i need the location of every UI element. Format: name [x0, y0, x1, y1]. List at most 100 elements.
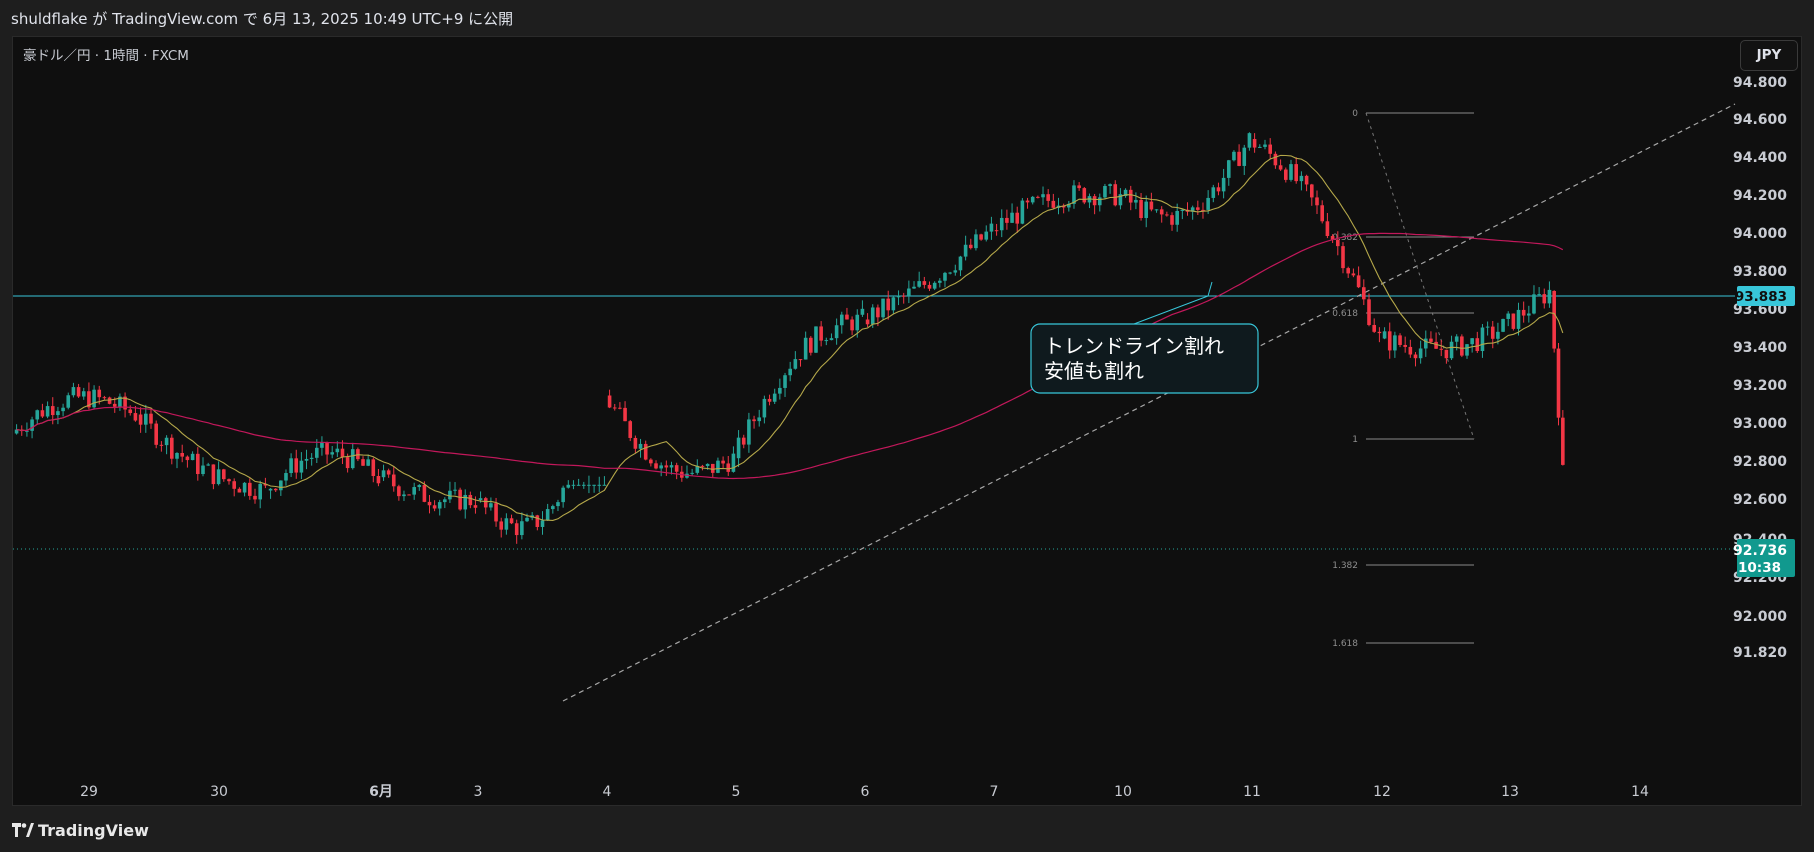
candle-body [294, 458, 299, 473]
candle-body [201, 465, 205, 475]
candle-body [788, 368, 792, 376]
candle-body [1398, 335, 1402, 345]
candle-body [107, 397, 112, 404]
candle-body [289, 458, 293, 474]
candle-body [1294, 164, 1298, 182]
candle-body [1005, 217, 1009, 223]
candle-body [468, 494, 473, 506]
candle-body [1041, 194, 1045, 198]
candle-body [1067, 203, 1071, 208]
candle-body [268, 488, 273, 491]
candle-body [489, 503, 493, 508]
candle-body [45, 406, 50, 417]
candle-body [284, 473, 288, 481]
candle-body [576, 484, 581, 486]
candle-body [1258, 146, 1262, 148]
candle-body [948, 272, 952, 274]
candle-body [1444, 349, 1449, 359]
candle-body [128, 409, 133, 414]
candle-body [1015, 212, 1020, 224]
y-tick-label: 93.000 [1733, 416, 1787, 432]
candle-body [227, 479, 231, 482]
candle-body [824, 340, 829, 342]
candle-body [1036, 196, 1040, 198]
candle-body [56, 411, 60, 416]
annotation-line2: 安値も割れ [1044, 359, 1144, 383]
candle-body [432, 505, 437, 509]
candle-body [1362, 287, 1366, 300]
y-tick-label: 91.820 [1733, 645, 1787, 661]
x-tick-label: 6 [861, 784, 870, 800]
candle-body [350, 449, 355, 469]
candle-body [149, 413, 153, 424]
currency-button[interactable]: JPY [1740, 40, 1798, 71]
candle-body [263, 483, 268, 486]
x-tick-label: 11 [1243, 784, 1261, 800]
candle-body [912, 286, 916, 289]
candle-body [1113, 184, 1118, 206]
candle-body [612, 407, 617, 409]
candle-body [839, 314, 844, 326]
chart-frame[interactable] [12, 36, 1802, 806]
candle-body [896, 295, 901, 298]
candle-body [30, 419, 34, 431]
x-tick-label: 6月 [369, 784, 393, 800]
candle-body [473, 505, 478, 508]
candle-body [1561, 417, 1565, 465]
candle-body [1082, 188, 1087, 203]
candle-body [216, 469, 221, 485]
candle-body [943, 272, 947, 281]
candle-body [1092, 196, 1097, 206]
candle-body [407, 494, 411, 496]
candle-body [721, 460, 725, 464]
candle-body [138, 414, 143, 425]
candle-body [1537, 294, 1541, 296]
candle-body [984, 231, 989, 240]
candle-body [968, 244, 973, 249]
candle-body [736, 437, 741, 459]
candle-body [1434, 341, 1438, 349]
candle-body [654, 463, 658, 469]
candle-body [741, 437, 746, 445]
candle-body [1190, 207, 1195, 212]
candle-body [917, 281, 921, 287]
candle-body [50, 406, 55, 416]
candle-body [320, 442, 324, 448]
candle-body [170, 437, 174, 459]
y-tick-label: 94.800 [1733, 75, 1787, 91]
candle-body [1149, 201, 1154, 210]
candle-body [330, 452, 335, 455]
candle-body [1506, 313, 1511, 319]
candle-body [1527, 313, 1531, 316]
tradingview-logo[interactable]: TradingView [12, 818, 149, 842]
candle-body [381, 470, 386, 478]
candle-body [509, 518, 514, 524]
candle-body [1299, 175, 1304, 182]
candle-body [1387, 331, 1392, 351]
candle-body [1159, 209, 1164, 215]
candle-body [1429, 338, 1433, 342]
candle-body [40, 410, 45, 417]
candle-body [87, 391, 91, 408]
x-tick-label: 13 [1501, 784, 1519, 800]
candle-body [504, 518, 509, 530]
candle-body [1237, 151, 1241, 166]
candle-body [1139, 199, 1143, 219]
candle-body [891, 297, 896, 311]
candle-body [345, 457, 350, 469]
candle-body [1460, 336, 1464, 356]
candle-body [118, 396, 122, 407]
candle-body [391, 474, 396, 487]
candle-body [762, 398, 767, 418]
candle-body [731, 453, 736, 472]
candle-body [922, 281, 927, 285]
candle-body [602, 484, 607, 486]
candle-body [196, 453, 200, 475]
candle-body [304, 458, 309, 461]
candle-body [361, 459, 365, 466]
candle-body [814, 326, 818, 353]
x-tick-label: 14 [1631, 784, 1649, 800]
candle-body [97, 389, 102, 398]
candle-body [1516, 309, 1521, 329]
